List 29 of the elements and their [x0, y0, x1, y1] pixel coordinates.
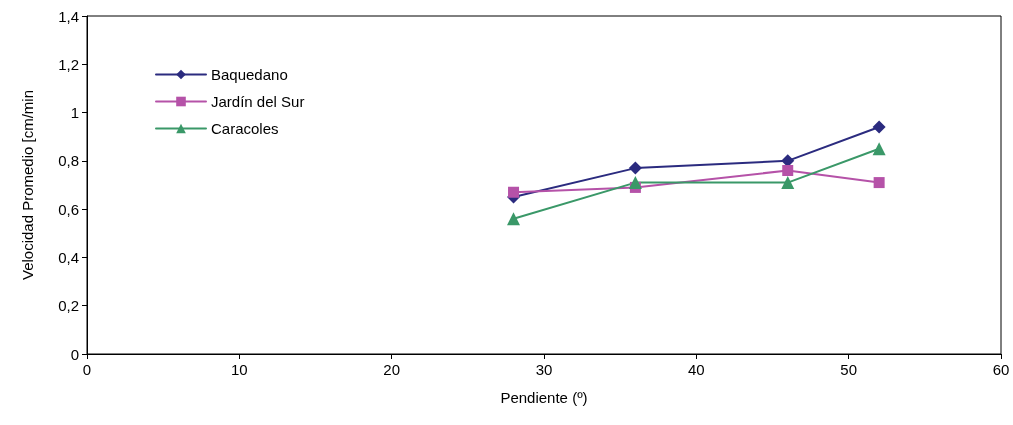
- legend-label: Caracoles: [211, 120, 279, 137]
- point: [628, 176, 642, 190]
- y-tick-label: 0,8: [58, 152, 79, 170]
- y-axis-title: Velocidad Promedio [cm/min: [19, 89, 36, 281]
- x-tick-label: 30: [535, 361, 553, 378]
- y-tick-label: 0,4: [58, 248, 79, 266]
- point: [508, 186, 520, 198]
- x-tick-label: 20: [383, 361, 401, 378]
- point: [873, 177, 885, 189]
- x-tick-label: 40: [687, 361, 705, 378]
- point: [872, 142, 886, 156]
- y-tick-label: 1,2: [58, 55, 79, 73]
- x-tick-label: 10: [230, 361, 248, 378]
- x-tick-label: 0: [82, 361, 92, 378]
- point: [628, 161, 642, 175]
- y-tick-label: 0,6: [58, 200, 79, 218]
- y-tick-label: 0,2: [58, 297, 79, 315]
- point: [872, 120, 886, 134]
- y-tick-label: 1: [70, 104, 79, 122]
- y-tick-label: 1,4: [58, 7, 79, 25]
- legend-label: Baquedano: [211, 66, 288, 83]
- point: [507, 212, 521, 226]
- point: [781, 176, 795, 190]
- y-tick-label: 0: [70, 345, 79, 363]
- x-tick-label: 60: [992, 361, 1010, 378]
- x-tick-label: 50: [840, 361, 858, 378]
- legend-label: Jardín del Sur: [211, 93, 305, 110]
- x-axis-title: Pendiente (º): [500, 389, 588, 406]
- point: [782, 165, 794, 177]
